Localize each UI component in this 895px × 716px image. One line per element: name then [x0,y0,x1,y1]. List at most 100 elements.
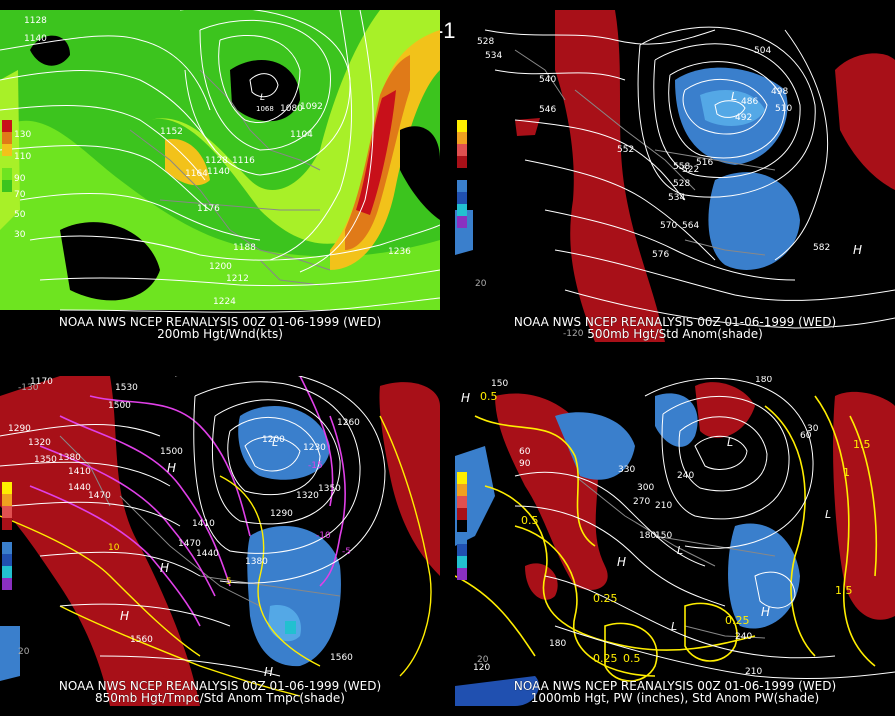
anomaly-legend [457,120,467,228]
contour-label: 582 [813,243,830,253]
pw-label: 0.25 [593,652,618,665]
contour-label: 552 [617,145,634,155]
temp-label: -10 [316,531,331,541]
high-marker: H [167,461,176,475]
pw-label: 0.5 [521,514,539,527]
contour-label: 1410 [192,519,215,529]
pw-label: 0.5 [623,652,641,665]
contour-label: 210 [655,501,672,511]
contour-label: 1080 [280,104,303,114]
pw-label: 0.25 [593,592,618,605]
contour-label: 498 [771,87,788,97]
contour-label: 1440 [68,483,91,493]
high-marker: H [264,665,273,679]
contour-label: 486 [741,97,758,107]
contour-label: 1470 [88,491,111,501]
panel-source: NOAA NWS NCEP REANALYSIS 00Z 01-06-1999 … [58,315,382,329]
contour-label: 1230 [303,443,326,453]
contour-label: 528 [477,37,494,47]
contour-label: 270 [633,497,650,507]
contour-label: 546 [539,105,556,115]
anomaly-legend [2,482,12,590]
contour-label: 1170 [30,377,53,387]
contour-label: 522 [682,165,699,175]
contour-label: 534 [485,51,502,61]
panel-field: 1000mb Hgt, PW (inches), Std Anom PW(sha… [530,691,820,705]
lat-tick: 20 [475,279,487,289]
panel-source: NOAA NWS NCEP REANALYSIS 00Z 01-06-1999 … [513,679,837,693]
panel-200mb: 1128 1140 1152 1164 1128 1116 1140 1176 … [0,10,440,342]
low-marker: L [260,93,265,103]
contour-label: 1380 [245,557,268,567]
contour-label: 1092 [300,102,323,112]
high-marker: H [617,555,626,569]
contour-label: 1212 [226,274,249,284]
high-marker: H [853,243,862,257]
contour-label: 558 [673,162,690,172]
pw-label: 0.25 [725,614,750,627]
contour-label: 1200 [209,262,232,272]
low-marker: L [677,544,683,557]
contour-label: 300 [637,483,654,493]
contour-label: 330 [618,465,635,475]
contour-label: 1380 [58,453,81,463]
contour-label: 1140 [24,34,47,44]
panel-850mb: 1170 1530 1500 1290 1320 1350 1380 1410 … [0,376,440,706]
contour-label: 534 [668,193,685,203]
contour-label: 510 [775,104,792,114]
contour-label: 150 [491,379,508,389]
legend-label: 70 [14,190,26,200]
contour-label: 30 [807,424,819,434]
contour-label: 120 [473,663,490,673]
contour-label: 1104 [290,130,313,140]
contour-label: 576 [652,250,669,260]
contour-label: 1530 [115,383,138,393]
contour-label: 1500 [108,401,131,411]
temp-label: -15 [308,461,323,471]
high-marker: H [761,605,770,619]
contour-label: 1188 [233,243,256,253]
contour-label: 180 [549,639,566,649]
contour-label: 1152 [160,127,183,137]
pw-label: 0.5 [480,390,498,403]
contour-label: 90 [519,459,531,469]
contour-label: 1140 [207,167,230,177]
contour-label: 1290 [270,509,293,519]
contour-label: 540 [539,75,556,85]
low-marker: L [731,90,737,103]
contour-label: 1116 [232,156,255,166]
wind-speed-legend: 130 110 90 70 50 30 [2,120,31,240]
map-500mb: 528 534 540 546 552 558 570 564 576 582 … [455,10,895,342]
temp-label: 5 [226,577,232,587]
map-1000mb: 150 60 90 330 300 270 240 210 180 150 12… [455,376,895,706]
legend-label: 30 [14,230,26,240]
high-marker: H [120,609,129,623]
contour-label: 1176 [197,204,220,214]
pw-label: 1.5 [853,438,871,451]
pw-label: 1 [843,466,850,479]
contour-label: 1068 [256,105,274,113]
contour-label: 150 [655,531,672,541]
legend-label: 110 [14,152,32,162]
contour-label: 1224 [213,297,236,307]
lat-tick: 20 [477,655,489,665]
high-marker: H [461,391,470,405]
anomaly-legend [457,472,467,580]
contour-label: 564 [682,221,699,231]
panel-field: 200mb Hgt/Wnd(kts) [157,327,283,341]
temp-label: -5 [342,547,351,557]
contour-label: 1500 [160,447,183,457]
contour-label: 1320 [28,438,51,448]
contour-label: 504 [754,46,771,56]
lat-tick: 20 [18,647,30,657]
contour-label: 528 [673,179,690,189]
panel-500mb: 528 534 540 546 552 558 570 564 576 582 … [455,10,895,342]
contour-label: 240 [677,471,694,481]
contour-label: 1128 [205,156,228,166]
contour-label: 1200 [262,435,285,445]
contour-label: 1236 [388,247,411,257]
contour-label: 1470 [178,539,201,549]
contour-label: 1320 [296,491,319,501]
low-marker: L [671,620,677,633]
contour-label: 1440 [196,549,219,559]
